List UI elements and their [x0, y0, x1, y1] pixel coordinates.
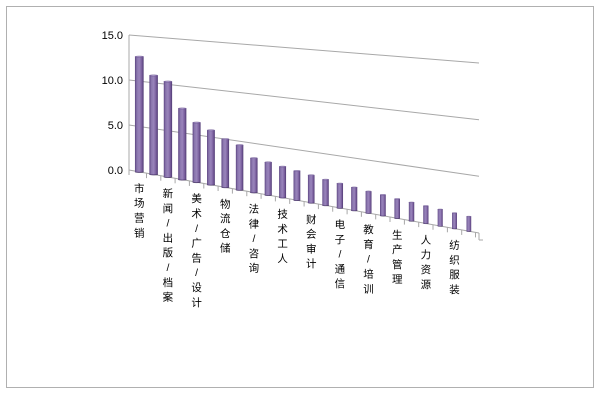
- svg-text:教: 教: [363, 223, 374, 236]
- svg-text:储: 储: [220, 242, 231, 255]
- svg-text:训: 训: [363, 283, 374, 295]
- svg-text:培: 培: [363, 268, 374, 281]
- svg-text:场: 场: [134, 197, 145, 210]
- svg-text:源: 源: [421, 278, 432, 291]
- svg-text:流: 流: [220, 212, 231, 225]
- svg-text:计: 计: [306, 257, 317, 270]
- svg-text:15.0: 15.0: [102, 30, 123, 42]
- svg-text:物: 物: [220, 197, 231, 210]
- svg-text:新: 新: [163, 187, 174, 200]
- svg-text:/: /: [195, 267, 198, 279]
- svg-text:设: 设: [191, 282, 202, 294]
- svg-text:/: /: [195, 223, 198, 235]
- svg-text:人: 人: [277, 253, 288, 265]
- svg-text:销: 销: [134, 226, 145, 239]
- svg-text:资: 资: [421, 264, 432, 276]
- svg-text:术: 术: [277, 223, 288, 235]
- svg-text:法: 法: [249, 203, 260, 216]
- svg-text:/: /: [252, 233, 255, 245]
- svg-text:产: 产: [392, 243, 403, 256]
- svg-text:告: 告: [191, 251, 202, 264]
- svg-text:出: 出: [163, 231, 174, 244]
- svg-text:案: 案: [163, 291, 174, 304]
- svg-text:档: 档: [163, 276, 174, 289]
- svg-text:计: 计: [191, 296, 202, 309]
- svg-text:育: 育: [363, 238, 374, 251]
- svg-text:/: /: [166, 218, 169, 230]
- svg-text:服: 服: [449, 269, 460, 281]
- svg-text:咨: 咨: [249, 247, 260, 260]
- svg-text:装: 装: [449, 283, 460, 296]
- svg-text:会: 会: [306, 228, 317, 241]
- svg-text:美: 美: [191, 192, 202, 205]
- svg-text:信: 信: [335, 278, 346, 290]
- svg-text:通: 通: [335, 263, 346, 275]
- svg-text:人: 人: [421, 234, 432, 246]
- svg-text:10.0: 10.0: [102, 75, 123, 87]
- svg-text:闻: 闻: [163, 202, 174, 215]
- svg-text:织: 织: [449, 254, 460, 266]
- svg-text:市: 市: [134, 182, 145, 195]
- svg-text:/: /: [338, 249, 341, 261]
- svg-text:纺: 纺: [449, 239, 460, 252]
- svg-text:理: 理: [392, 274, 403, 286]
- svg-text:力: 力: [421, 248, 432, 261]
- svg-text:工: 工: [277, 238, 288, 250]
- svg-text:版: 版: [163, 246, 174, 259]
- svg-text:5.0: 5.0: [108, 120, 123, 132]
- svg-text:管: 管: [392, 258, 403, 271]
- svg-text:仓: 仓: [220, 227, 231, 240]
- svg-text:广: 广: [191, 238, 202, 250]
- svg-text:财: 财: [306, 213, 317, 226]
- svg-text:审: 审: [306, 242, 317, 255]
- svg-text:技: 技: [277, 208, 288, 221]
- svg-text:/: /: [367, 254, 370, 266]
- svg-text:/: /: [166, 262, 169, 274]
- svg-text:律: 律: [249, 217, 260, 230]
- svg-text:术: 术: [191, 208, 202, 220]
- svg-text:询: 询: [249, 262, 260, 275]
- svg-text:0.0: 0.0: [108, 165, 123, 177]
- svg-text:子: 子: [335, 234, 346, 246]
- svg-text:电: 电: [335, 218, 346, 231]
- svg-text:营: 营: [134, 212, 145, 225]
- svg-text:生: 生: [392, 228, 403, 241]
